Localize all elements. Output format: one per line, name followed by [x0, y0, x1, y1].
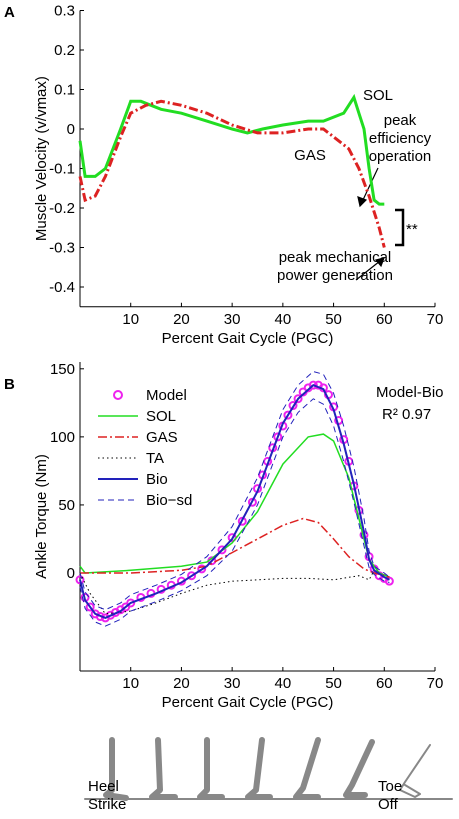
leg-1	[103, 737, 129, 801]
y-tick-label: -0.4	[49, 279, 75, 296]
x-tick-label: 30	[224, 675, 241, 692]
x-tick-label: 10	[122, 675, 139, 692]
marker	[217, 545, 227, 555]
annotation: efficiency	[369, 130, 432, 147]
x-tick-label: 20	[173, 311, 190, 328]
x-tick-label: 50	[325, 311, 342, 328]
annotation: GAS	[294, 147, 326, 164]
y-tick-label: 0.3	[54, 3, 75, 20]
y-tick-label: 50	[58, 497, 75, 514]
y-axis-label: Ankle Torque (Nm)	[33, 454, 50, 579]
x-tick-label: 10	[122, 311, 139, 328]
annotation: R² 0.97	[382, 406, 431, 423]
marker	[308, 380, 318, 390]
marker	[288, 401, 298, 411]
series-line	[79, 383, 390, 619]
y-tick-label: 0	[67, 121, 75, 138]
arrows	[355, 167, 385, 281]
y-tick-label: 150	[50, 361, 75, 378]
series-line	[78, 93, 385, 206]
legend-label: Bio−sd	[146, 492, 192, 509]
x-tick-label: 60	[376, 675, 393, 692]
annotation: peak mechanical	[279, 249, 392, 266]
leg-7	[399, 744, 431, 798]
annotation: Model-Bio	[376, 384, 444, 401]
annotation: **	[406, 221, 418, 238]
x-axis-label: Percent Gait Cycle (PGC)	[162, 694, 334, 711]
marker	[85, 602, 95, 612]
legend-label: Model	[146, 387, 187, 404]
x-tick-label: 50	[325, 675, 342, 692]
bracket	[395, 208, 405, 247]
annotation: peak	[384, 112, 417, 129]
leg-6	[343, 739, 375, 798]
series-line	[80, 517, 390, 578]
y-tick-label: 100	[50, 429, 75, 446]
y-tick-label: 0.1	[54, 82, 75, 99]
gait-figures	[84, 737, 453, 801]
marker	[273, 432, 283, 442]
leg-2	[149, 737, 178, 800]
y-tick-label: -0.2	[49, 200, 75, 217]
series-line	[79, 370, 390, 611]
marker	[283, 410, 293, 420]
y-tick-label: -0.3	[49, 240, 75, 257]
arrow-head	[374, 257, 385, 268]
y-tick-label: -0.1	[49, 161, 75, 178]
x-tick-label: 40	[275, 675, 292, 692]
arrow-head	[357, 196, 368, 208]
phase-label: Off	[378, 796, 399, 813]
marker	[126, 598, 136, 608]
x-axis-label: Percent Gait Cycle (PGC)	[162, 330, 334, 347]
leg-5	[293, 737, 321, 800]
annotation: power generation	[277, 267, 393, 284]
legend-label: Bio	[146, 471, 168, 488]
x-tick-label: 70	[427, 311, 444, 328]
x-tick-label: 60	[376, 311, 393, 328]
y-tick-label: 0.2	[54, 42, 75, 59]
arrow	[355, 260, 381, 281]
marker	[384, 576, 394, 586]
series-line	[78, 99, 386, 248]
panel-label: A	[4, 4, 15, 21]
legend-label: GAS	[146, 429, 178, 446]
annotation: operation	[369, 148, 432, 165]
y-tick-label: 0	[67, 565, 75, 582]
legend-marker	[113, 390, 123, 400]
arrow	[361, 167, 379, 203]
marker	[187, 571, 197, 581]
marker	[293, 394, 303, 404]
marker	[197, 564, 207, 574]
x-tick-label: 20	[173, 675, 190, 692]
x-tick-label: 40	[275, 311, 292, 328]
y-axis-label: Muscle Velocity (v/vmax)	[33, 76, 50, 241]
legend-label: SOL	[146, 408, 176, 425]
series-line	[79, 398, 390, 627]
phase-label: Heel	[88, 778, 119, 795]
phase-label: Toe	[378, 778, 402, 795]
phase-label: Strike	[88, 796, 126, 813]
legend-label: TA	[146, 450, 164, 467]
series-line	[79, 433, 390, 578]
leg-3	[197, 737, 225, 800]
x-tick-label: 70	[427, 675, 444, 692]
annotation: SOL	[363, 87, 393, 104]
x-tick-label: 30	[224, 311, 241, 328]
leg-4	[245, 737, 273, 800]
panel-label: B	[4, 376, 15, 393]
